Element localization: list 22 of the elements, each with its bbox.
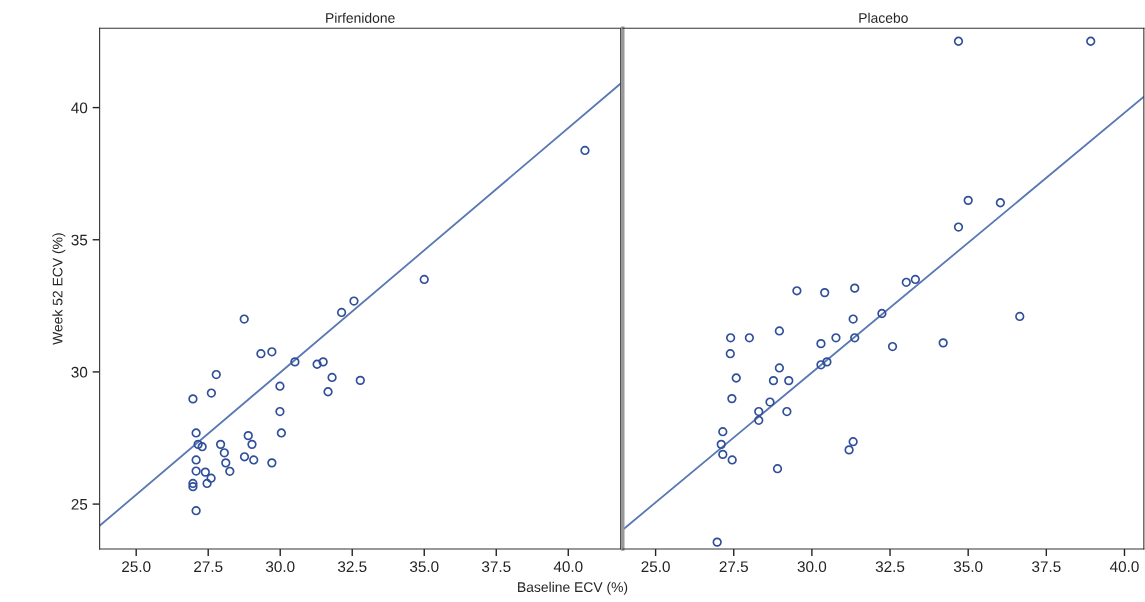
x-tick-label: 27.5 xyxy=(194,561,223,573)
x-tick-label: 25.0 xyxy=(122,561,151,573)
y-tick-label: 25 xyxy=(71,498,88,510)
x-tick-label: 40.0 xyxy=(1109,561,1139,573)
y-tick-label: 30 xyxy=(71,366,88,378)
x-tick-label: 37.5 xyxy=(1032,561,1061,573)
y-tick-label: 35 xyxy=(71,234,88,246)
chart-title: Placebo xyxy=(859,12,908,23)
x-tick-label: 37.5 xyxy=(481,561,511,573)
x-tick-label: 35.0 xyxy=(953,561,983,573)
x-tick-label: 30.0 xyxy=(265,561,295,573)
x-tick-label: 40.0 xyxy=(553,561,583,573)
x-tick-label: 32.5 xyxy=(337,561,367,573)
x-tick-label: 32.5 xyxy=(875,561,905,573)
x-tick-label: 25.0 xyxy=(641,561,670,573)
x-tick-label: 27.5 xyxy=(719,561,748,573)
y-tick-label: 40 xyxy=(71,102,88,114)
x-tick-label: 35.0 xyxy=(409,561,439,573)
x-tick-label: 30.0 xyxy=(797,561,827,573)
chart-title: Pirfenidone xyxy=(326,12,395,23)
y-axis-title: Week 52 ECV (%) xyxy=(52,233,66,345)
x-axis-title: Baseline ECV (%) xyxy=(518,581,628,595)
